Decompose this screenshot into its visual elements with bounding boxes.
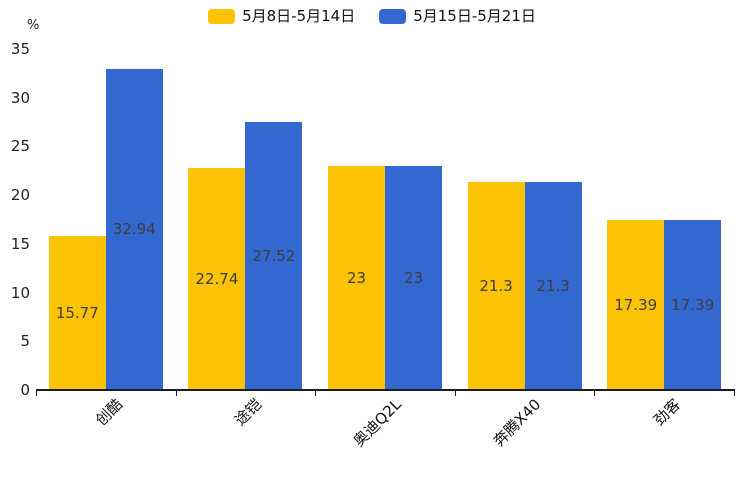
chart-legend: 5月8日-5月14日 5月15日-5月21日 [0, 7, 744, 25]
x-axis-line [36, 389, 735, 391]
x-axis-category-label: 奔腾X40 [489, 395, 545, 451]
y-axis-tick-label: 35 [10, 39, 30, 58]
bar-week1[interactable] [607, 220, 665, 390]
bar-value-label: 23 [346, 268, 367, 287]
legend-swatch-yellow-icon [208, 8, 236, 24]
x-axis-category-label: 创酷 [91, 395, 126, 430]
y-axis-tick-label: 5 [20, 332, 30, 351]
bar-week2[interactable] [245, 121, 303, 390]
legend-swatch-blue-icon [379, 8, 407, 24]
x-axis-category-label: 奥迪Q2L [350, 395, 406, 451]
x-axis-category-label: 途铠 [231, 395, 266, 430]
bar-week1[interactable] [467, 182, 525, 390]
bar-value-label: 15.77 [55, 304, 99, 323]
bar-week2[interactable] [105, 68, 163, 390]
bar-value-label: 21.3 [536, 277, 570, 296]
bar-value-label: 27.52 [252, 246, 296, 265]
bar-value-label: 32.94 [112, 220, 156, 239]
x-axis-tick [594, 390, 596, 396]
x-axis-tick [734, 390, 735, 396]
legend-label-week1: 5月8日-5月14日 [242, 7, 356, 25]
y-axis-tick-label: 30 [10, 88, 30, 107]
y-axis-tick-label: 15 [10, 234, 30, 253]
x-axis-tick [36, 390, 37, 396]
bar-value-label: 23 [403, 268, 424, 287]
bar-value-label: 17.39 [614, 296, 658, 315]
y-axis-tick-label: 25 [10, 137, 30, 156]
bar-week2[interactable] [524, 182, 582, 390]
bar-week2[interactable] [385, 165, 442, 390]
bar-week1[interactable] [188, 168, 246, 390]
legend-item-week1[interactable]: 5月8日-5月14日 [208, 7, 355, 25]
x-axis-category-label: 劲客 [650, 395, 685, 430]
x-axis-tick [315, 390, 317, 396]
x-axis-tick [175, 390, 177, 396]
y-axis-tick-label: 0 [20, 381, 30, 399]
bar-value-label: 21.3 [479, 277, 513, 296]
legend-label-week2: 5月15日-5月21日 [413, 7, 536, 25]
y-axis-unit-label: % [27, 18, 40, 33]
bar-value-label: 22.74 [195, 270, 239, 289]
bar-week1[interactable] [48, 236, 106, 390]
y-axis-tick-label: 20 [10, 186, 30, 204]
x-axis-tick [454, 390, 456, 396]
y-axis-tick-label: 10 [10, 283, 30, 302]
legend-item-week2[interactable]: 5月15日-5月21日 [379, 7, 536, 25]
bar-week2[interactable] [664, 220, 722, 390]
bar-value-label: 17.39 [671, 296, 715, 315]
bar-week1[interactable] [328, 165, 385, 390]
